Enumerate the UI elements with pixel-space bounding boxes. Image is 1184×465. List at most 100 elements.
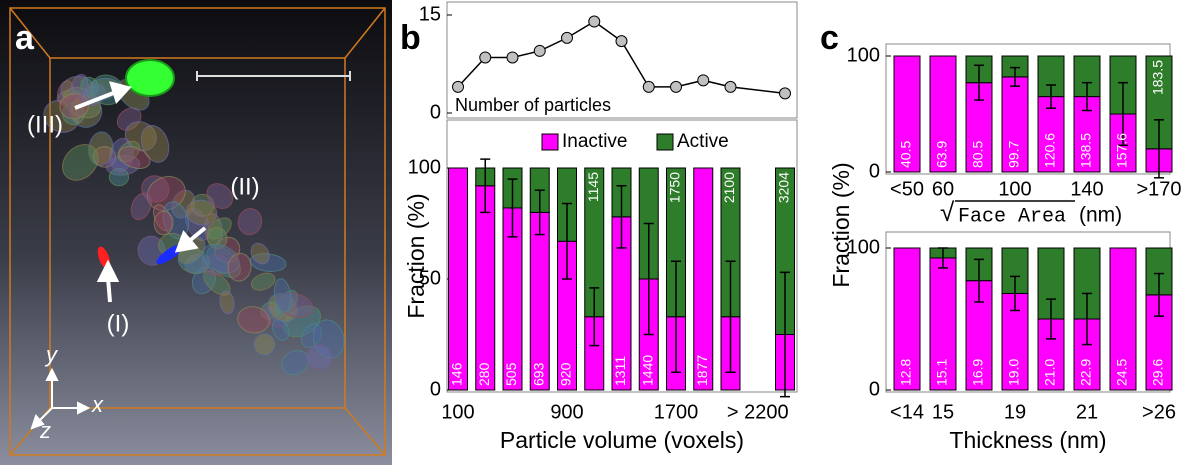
particle: [237, 306, 270, 334]
data-point: [452, 80, 464, 93]
bar-segment: [448, 167, 468, 391]
particle: [80, 76, 99, 97]
render-label: (II): [230, 173, 259, 200]
bar-segment: [893, 55, 921, 173]
bar-label: 12.8: [898, 359, 914, 386]
bar-label: 3204: [776, 172, 792, 203]
y-tick-label: 0: [869, 160, 880, 182]
particle: [250, 272, 276, 291]
bar-label: 16.9: [970, 359, 986, 386]
panel-label: b: [400, 19, 421, 57]
x-tick-label: 21: [1076, 401, 1098, 423]
data-point: [588, 15, 601, 28]
x-tick-label: > 2200: [727, 401, 789, 423]
bar-segment: [893, 247, 921, 391]
y-axis-label: Fraction (%): [828, 162, 854, 287]
axis-name: x: [91, 392, 104, 417]
axis-triad: [30, 367, 91, 430]
particle: [227, 252, 252, 282]
bar-label: 29.6: [1150, 359, 1166, 386]
x-tick-label: 15: [932, 401, 954, 423]
bar-label: 146: [449, 362, 465, 386]
bar-segment: [1001, 76, 1029, 173]
render-panel: a (I) (II) (III) y x z: [0, 0, 392, 465]
bar-label: 1145: [585, 172, 601, 202]
bar-label: 920: [558, 362, 574, 386]
bar-label: 1877: [694, 355, 710, 386]
bar-label: 19.0: [1006, 359, 1022, 386]
bar-label: 80.5: [970, 141, 986, 168]
particle: [219, 290, 235, 315]
particle: [130, 192, 152, 221]
legend-swatch: [541, 133, 559, 151]
x-tick-label: 60: [932, 178, 954, 200]
y-axis-label: Fraction (%): [403, 193, 429, 318]
y-tick-label: 0: [869, 378, 880, 400]
bar-segment: [929, 55, 957, 173]
bar-segment: [1145, 294, 1173, 391]
particle: [153, 210, 174, 236]
data-point: [561, 31, 573, 44]
radical-sign: √: [940, 197, 955, 227]
particle: [271, 319, 290, 341]
render-label: (III): [27, 111, 63, 138]
x-axis-label-radicand: Face Area: [958, 205, 1066, 228]
x-axis-label: Thickness (nm): [949, 427, 1106, 453]
x-tick-label: 900: [550, 401, 583, 423]
bar-label: 157.6: [1114, 133, 1130, 168]
particles: [43, 73, 345, 376]
bar-label: 280: [476, 362, 492, 386]
bar-label: 24.5: [1114, 359, 1130, 386]
x-axis-label: Particle volume (voxels): [500, 427, 744, 453]
legend-label: Active: [677, 131, 729, 152]
particle: [203, 270, 231, 296]
arrows: [74, 81, 207, 303]
particle: [283, 305, 322, 338]
x-axis-label-unit: (nm): [1079, 204, 1122, 227]
bar-segment: [929, 257, 957, 391]
bar-label: 2100: [721, 172, 737, 203]
bar-label: 99.7: [1006, 141, 1022, 168]
particle: [124, 121, 157, 152]
bar-label: 1440: [639, 355, 655, 386]
particle: [117, 140, 141, 163]
plot-frame: [446, 1, 798, 119]
particle: [88, 131, 114, 167]
particle: [140, 125, 170, 163]
data-point: [615, 35, 628, 48]
bar-label: 138.5: [1078, 133, 1094, 168]
particle-iii: [125, 59, 175, 97]
bar-label: 693: [530, 362, 546, 386]
bar-label: 22.9: [1078, 359, 1094, 386]
y-tick-label: 0: [430, 378, 441, 400]
x-tick-label: >170: [1136, 178, 1181, 200]
particle: [273, 278, 292, 313]
data-point: [642, 80, 655, 93]
legend-swatch: [656, 133, 674, 151]
bar-segment: [475, 185, 496, 391]
particle: [250, 242, 270, 265]
data-point: [697, 74, 710, 87]
axis-name: y: [44, 342, 59, 367]
y-tick-label: 100: [847, 44, 880, 66]
y-tick-label: 15: [419, 3, 441, 25]
particle: [206, 226, 228, 250]
x-tick-label: 140: [1070, 178, 1103, 200]
panel-label: c: [820, 19, 839, 57]
x-tick-label: 100: [998, 178, 1031, 200]
particle: [108, 167, 130, 187]
data-point: [779, 87, 791, 100]
render-label: (I): [107, 310, 130, 337]
bar-label: 40.5: [898, 141, 914, 168]
bar-label: 183.5: [1150, 60, 1166, 95]
panel-label: a: [15, 19, 35, 57]
particle: [185, 199, 218, 226]
particle: [253, 333, 276, 356]
particle: [312, 319, 345, 359]
x-tick-label: <50: [890, 178, 924, 200]
y-tick-label: 0: [430, 101, 441, 123]
particle: [202, 243, 240, 274]
y-tick-label: 100: [847, 236, 880, 258]
